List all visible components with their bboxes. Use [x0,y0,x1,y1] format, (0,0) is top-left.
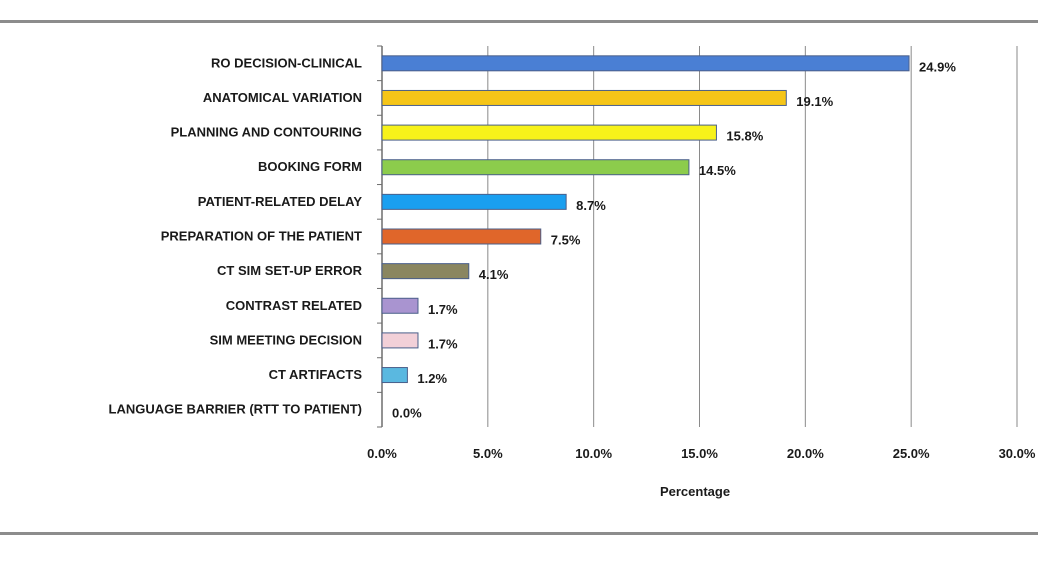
x-tick-label: 20.0% [787,446,824,461]
data-label: 0.0% [392,406,422,421]
data-label: 8.7% [576,198,606,213]
category-labels: RO DECISION-CLINICAL ANATOMICAL VARIATION… [109,55,363,416]
x-tick-label: 15.0% [681,446,718,461]
bars [381,55,910,384]
x-tick-label: 10.0% [575,446,612,461]
category-label: PREPARATION OF THE PATIENT [161,229,362,244]
category-label: LANGUAGE BARRIER (RTT TO PATIENT) [109,402,363,417]
data-label: 4.1% [479,267,509,282]
top-rule [0,20,1038,23]
data-label: 1.7% [428,302,458,317]
x-tick-label: 25.0% [893,446,930,461]
category-label: PLANNING AND CONTOURING [171,125,362,140]
data-label: 15.8% [726,129,763,144]
data-label: 14.5% [699,163,736,178]
data-label: 7.5% [551,233,581,248]
data-label: 19.1% [796,94,833,109]
bar [381,263,470,280]
x-tick-label: 30.0% [999,446,1036,461]
category-label: SIM MEETING DECISION [210,332,362,347]
bar [381,159,690,176]
x-tick-label: 0.0% [367,446,397,461]
data-labels: 24.9% 19.1% 15.8% 14.5% 8.7% 7.5% 4.1% 1.7% 1.7%… [392,59,956,420]
category-label: CONTRAST RELATED [226,298,362,313]
category-label: RO DECISION-CLINICAL [211,55,362,70]
bar [381,124,717,141]
category-label: CT SIM SET-UP ERROR [217,263,363,278]
bar [381,89,787,106]
bar [381,228,542,245]
data-label: 1.2% [417,371,447,386]
bottom-rule [0,532,1038,535]
x-tick-label: 5.0% [473,446,503,461]
bar [381,55,910,72]
category-label: CT ARTIFACTS [269,367,363,382]
bar [381,297,419,314]
category-label: ANATOMICAL VARIATION [203,90,362,105]
data-label: 24.9% [919,59,956,74]
category-label: BOOKING FORM [258,159,362,174]
x-tick-labels: 0.0% 5.0% 10.0% 15.0% 20.0% 25.0% 30.0% [367,446,1036,461]
category-label: PATIENT-RELATED DELAY [198,194,363,209]
data-label: 1.7% [428,336,458,351]
bar [381,332,419,349]
bar [381,193,567,210]
x-axis-title: Percentage [660,484,730,499]
bar [381,367,408,384]
